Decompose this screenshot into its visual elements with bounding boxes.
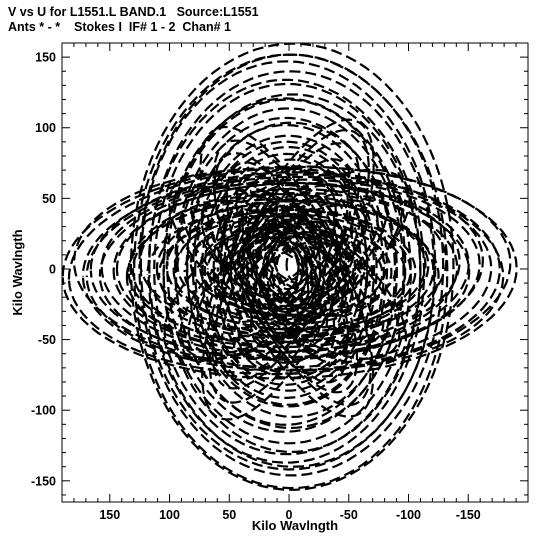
- uv-track: [98, 178, 481, 361]
- x-tick-label: 100: [159, 508, 180, 522]
- uv-track: [81, 173, 501, 372]
- uv-track: [267, 231, 310, 303]
- axis-ticks: 150 100 50 0 -50 -100 -150 150 100 50 0 -50 -100 -150: [31, 42, 528, 522]
- uv-track: [255, 219, 317, 314]
- x-tick-label: -100: [396, 508, 421, 522]
- x-axis-label: Kilo Wavlngth: [252, 518, 338, 533]
- uv-track: [148, 70, 436, 468]
- uv-track: [181, 186, 401, 360]
- uv-track: [138, 53, 445, 477]
- y-tick-label: 150: [35, 51, 56, 65]
- y-tick-label: -150: [31, 474, 56, 488]
- uv-track: [208, 128, 370, 404]
- uv-track: [237, 184, 337, 360]
- x-tick-label: 0: [286, 508, 293, 522]
- y-axis-label: Kilo Wavlngth: [10, 229, 25, 315]
- uv-track: [258, 218, 317, 315]
- uv-track: [213, 152, 359, 394]
- uv-track: [179, 181, 404, 360]
- uv-track: [153, 82, 422, 456]
- uv-track: [176, 209, 398, 322]
- uv-track: [212, 158, 368, 379]
- uv-track: [199, 125, 375, 418]
- uv-track: [220, 158, 354, 382]
- uv-track: [187, 189, 388, 355]
- uv-track: [186, 121, 398, 419]
- uv-track: [201, 118, 375, 421]
- uv-track: [89, 171, 485, 359]
- x-tick-label: -50: [340, 508, 358, 522]
- uv-track: [162, 93, 422, 454]
- uv-track: [147, 78, 426, 464]
- uv-track: [133, 53, 449, 490]
- chart-title: V vs U for L1551.L BAND.1 Source:L1551: [8, 5, 259, 19]
- uv-track: [112, 181, 470, 354]
- uv-track: [225, 161, 348, 384]
- uv-track: [212, 139, 373, 407]
- uv-tracks: [61, 42, 518, 491]
- uv-track: [61, 165, 518, 380]
- uv-track: [253, 240, 326, 298]
- x-tick-label: -150: [456, 508, 481, 522]
- y-tick-label: 100: [35, 121, 56, 135]
- chart-subtitle: Ants * - * Stokes I IF# 1 - 2 Chan# 1: [8, 20, 231, 34]
- x-tick-label: 50: [222, 508, 236, 522]
- y-tick-label: 50: [42, 192, 56, 206]
- uv-track: [67, 165, 512, 376]
- y-tick-label: 0: [49, 262, 56, 276]
- uv-track: [196, 199, 379, 341]
- uv-track: [250, 197, 336, 347]
- uv-track: [244, 201, 329, 343]
- uv-track: [166, 98, 407, 433]
- uv-track: [185, 123, 389, 408]
- y-tick-label: -50: [38, 333, 56, 347]
- uv-track: [209, 206, 363, 331]
- uv-track: [129, 42, 455, 491]
- uv-track: [85, 175, 493, 369]
- uv-track: [183, 218, 393, 326]
- uv-track: [211, 142, 361, 390]
- uv-track: [167, 173, 408, 367]
- uv-track: [127, 187, 448, 344]
- plot-frame: [61, 42, 529, 503]
- uv-track: [200, 199, 374, 344]
- uv-track: [131, 198, 440, 348]
- y-tick-label: -100: [31, 404, 56, 418]
- uv-track: [201, 146, 376, 392]
- uv-track: [163, 168, 411, 362]
- x-tick-label: 150: [99, 508, 120, 522]
